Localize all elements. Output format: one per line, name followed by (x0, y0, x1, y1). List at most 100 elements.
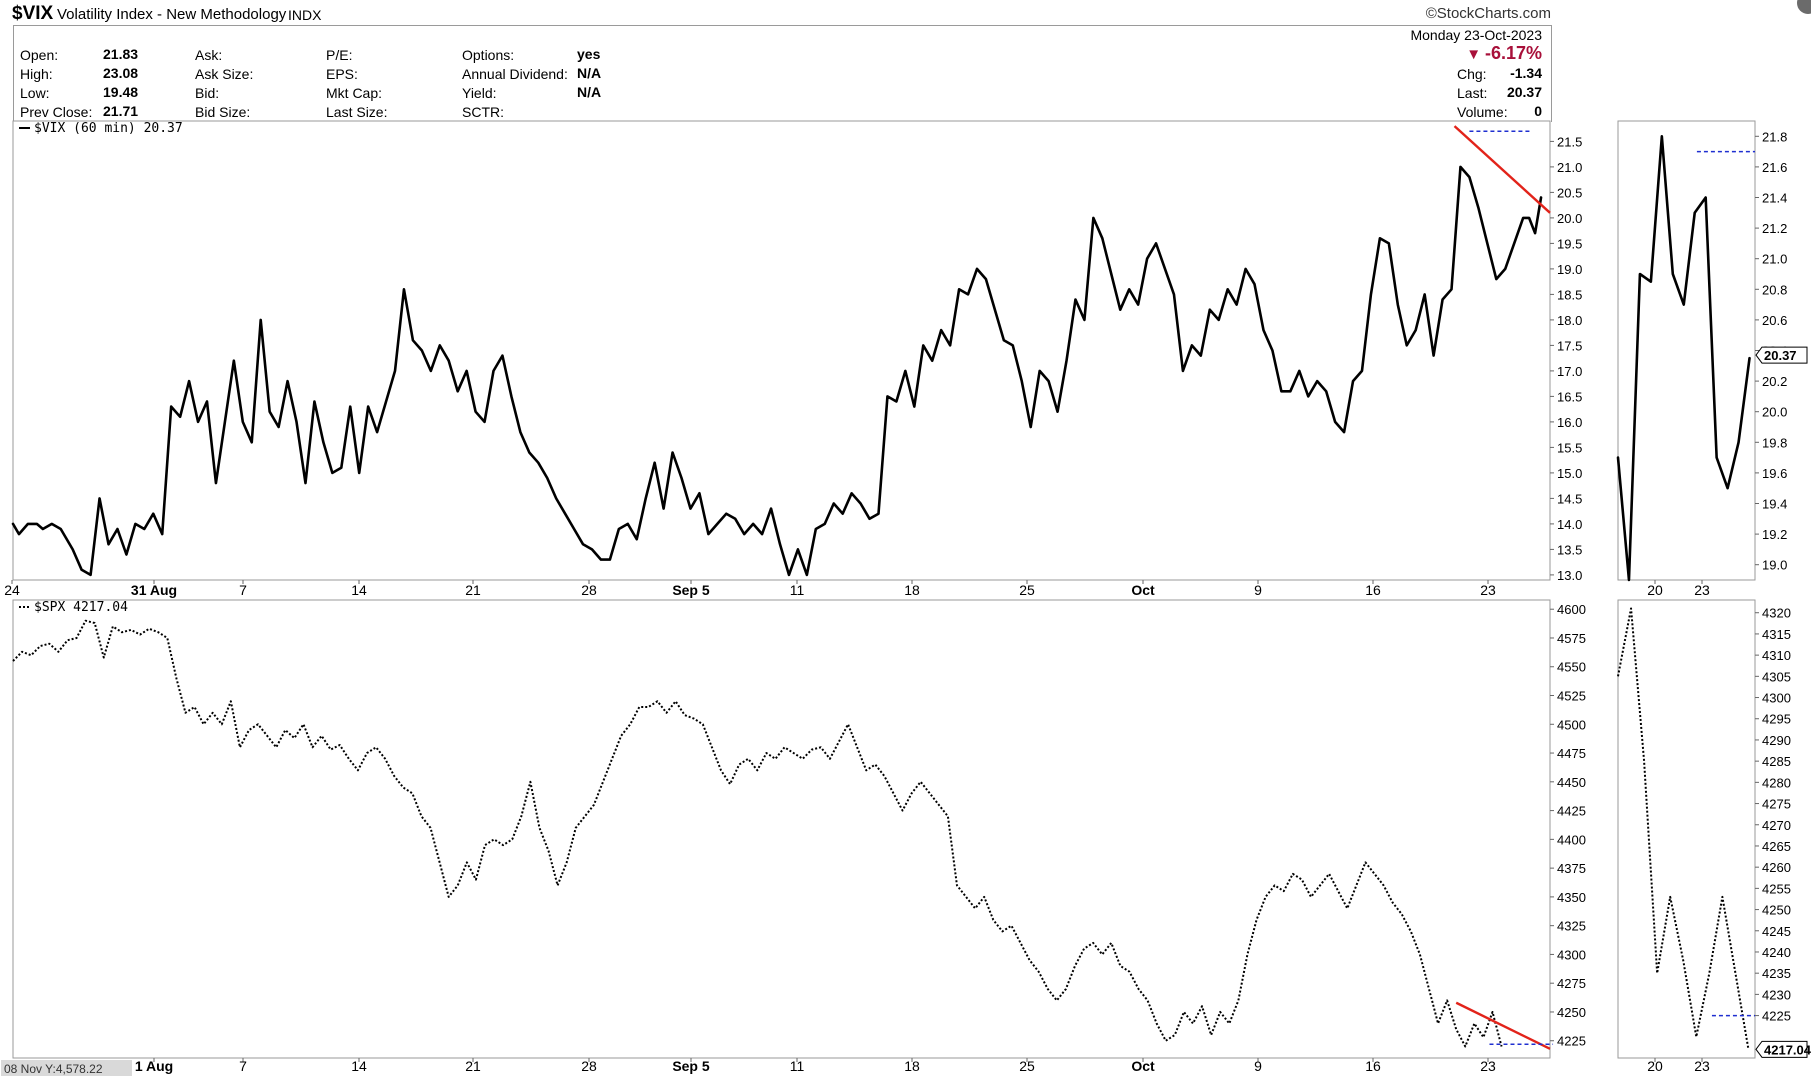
spx-side-y-tick-label: 4285 (1762, 754, 1791, 769)
vix-side-y-tick-label: 21.2 (1762, 221, 1787, 236)
spx-main-x-tick-label: 11 (790, 1058, 805, 1074)
vix-main-x-tick-label: 23 (1480, 582, 1496, 598)
last-value: 20.37 (1506, 84, 1542, 100)
vix-main-x-tick-label: 14 (351, 582, 367, 598)
yield-value: N/A (577, 84, 602, 100)
vix-main-y-tick-label: 18.5 (1557, 287, 1582, 302)
vix-main-y-tick-label: 19.0 (1557, 262, 1582, 277)
spx-main-x-tick-label: Sep 5 (672, 1058, 710, 1074)
spx-side-y-tick-label: 4235 (1762, 966, 1791, 981)
vix-main-y-tick-label: 19.5 (1557, 236, 1582, 251)
low-value: 19.48 (103, 84, 139, 100)
annual-dividend-value: N/A (577, 65, 602, 81)
spx-side-y-tick-label: 4275 (1762, 797, 1791, 812)
vix-main-x-tick-label: Sep 5 (672, 582, 710, 598)
vix-side-y-tick-label: 20.0 (1762, 405, 1787, 420)
vix-main-y-tick-label: 15.0 (1557, 466, 1582, 481)
pe-label: P/E: (326, 47, 353, 63)
vix-main-x-tick-label: 18 (904, 582, 920, 598)
bid-size-label: Bid Size: (195, 104, 251, 120)
vix-side-y-tick-label: 21.0 (1762, 252, 1787, 267)
spx-main-y-tick-label: 4575 (1557, 631, 1586, 646)
vix-side-y-tick-label: 19.6 (1762, 466, 1787, 481)
crosshair-readout-box (1, 1060, 132, 1076)
vix-main-y-tick-label: 15.5 (1557, 440, 1582, 455)
spx-main-y-tick-label: 4250 (1557, 1005, 1586, 1020)
high-label: High: (20, 66, 53, 82)
vix-main-y-tick-label: 18.0 (1557, 313, 1582, 328)
spx-side-y-tick-label: 4260 (1762, 860, 1791, 875)
spx-main-x-tick-label: 25 (1019, 1058, 1035, 1074)
vix-side-last-value-label: 20.37 (1764, 348, 1797, 363)
spx-main-x-tick-label: 18 (904, 1058, 920, 1074)
symbol-description: Volatility Index - New Methodology (57, 6, 287, 23)
vix-side-y-tick-label: 21.4 (1762, 191, 1787, 206)
vix-main-y-tick-label: 14.0 (1557, 517, 1582, 532)
spx-main-legend-label: $SPX 4217.04 (34, 600, 128, 615)
vix-side-y-tick-label: 19.0 (1762, 558, 1787, 573)
spx-main-y-tick-label: 4350 (1557, 890, 1586, 905)
vix-main-x-tick-label: 16 (1365, 582, 1381, 598)
spx-side-y-tick-label: 4310 (1762, 648, 1791, 663)
vix-side-y-tick-label: 21.6 (1762, 160, 1787, 175)
bid-label: Bid: (195, 85, 220, 101)
spx-side-y-tick-label: 4250 (1762, 903, 1791, 918)
annual-dividend-label: Annual Dividend: (462, 66, 568, 82)
vix-main-y-tick-label: 17.5 (1557, 338, 1582, 353)
vix-side-last-value-box (1755, 346, 1808, 364)
spx-side-y-tick-label: 4230 (1762, 987, 1791, 1002)
stockcharts-logo[interactable]: ©StockCharts.com (1425, 5, 1551, 22)
vix-main-y-tick-label: 20.5 (1557, 185, 1582, 200)
spx-main-x-tick-label: 7 (239, 1058, 247, 1074)
vix-side-y-tick-label: 21.8 (1762, 129, 1787, 144)
corner-icon[interactable] (1797, 0, 1811, 14)
spx-main-series-line (12, 619, 1503, 1048)
open-label: Open: (20, 47, 59, 63)
spx-main-y-tick-label: 4450 (1557, 775, 1586, 790)
eps-label: EPS: (326, 66, 358, 82)
vix-main-plot-frame (12, 120, 1551, 581)
volume-label: Volume: (1457, 104, 1508, 120)
vix-main-y-tick-label: 16.5 (1557, 389, 1582, 404)
spx-side-y-tick-label: 4265 (1762, 839, 1791, 854)
vix-side-y-tick-label: 19.2 (1762, 527, 1787, 542)
vix-main-legend-label: $VIX (60 min) 20.37 (34, 121, 183, 136)
spx-main-x-tick-label: 16 (1365, 1058, 1381, 1074)
spx-side-y-tick-label: 4290 (1762, 733, 1791, 748)
last-size-label: Last Size: (326, 104, 388, 120)
vix-side-series-line (1616, 135, 1751, 582)
vix-main-y-tick-label: 14.5 (1557, 491, 1582, 506)
change-percent: ▼ -6.17% (1466, 43, 1542, 64)
vix-side-plot-frame (1617, 120, 1756, 581)
open-value: 21.83 (103, 46, 139, 62)
spx-main-x-tick-label: 28 (581, 1058, 597, 1074)
spx-main-y-tick-label: 4300 (1557, 947, 1586, 962)
prev-close-value: 21.71 (103, 103, 139, 119)
spx-side-last-value-box (1755, 1040, 1808, 1058)
spx-side-y-tick-label: 4305 (1762, 669, 1791, 684)
prev-close-label: Prev Close: (20, 104, 93, 120)
spx-side-y-tick-label: 4320 (1762, 606, 1791, 621)
quote-date: Monday 23-Oct-2023 (1410, 27, 1542, 43)
vix-side-x-tick-label: 20 (1647, 582, 1663, 598)
vix-side-y-tick-label: 20.8 (1762, 282, 1787, 297)
spx-main-x-tick-label: 21 (465, 1058, 481, 1074)
low-label: Low: (20, 85, 50, 101)
spx-main-x-tick-label: 14 (351, 1058, 367, 1074)
vix-main-y-tick-label: 13.0 (1557, 568, 1582, 583)
spx-side-y-tick-label: 4295 (1762, 712, 1791, 727)
spx-side-plot-frame (1617, 599, 1756, 1059)
spx-side-x-tick-label: 23 (1694, 1058, 1710, 1074)
vix-side-y-tick-label: 19.4 (1762, 497, 1787, 512)
vix-main-x-tick-label: 31 Aug (131, 582, 177, 598)
vix-main-y-tick-label: 20.0 (1557, 211, 1582, 226)
options-value: yes (577, 46, 601, 62)
spx-main-x-tick-label: 1 Aug (135, 1058, 173, 1074)
yield-label: Yield: (462, 85, 497, 101)
spx-main-y-tick-label: 4275 (1557, 976, 1586, 991)
spx-side-y-tick-label: 4270 (1762, 818, 1791, 833)
vix-main-x-tick-label: 25 (1019, 582, 1035, 598)
vix-main-x-tick-label: 28 (581, 582, 597, 598)
spx-main-plot-frame (12, 599, 1551, 1059)
